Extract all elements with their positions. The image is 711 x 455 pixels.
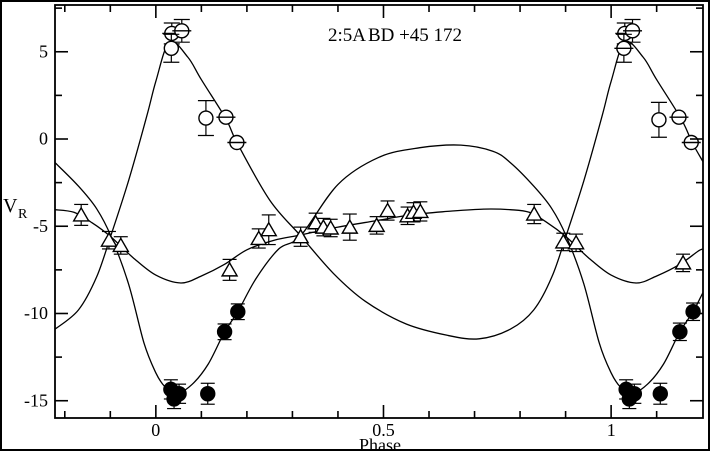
data-point-filled-circle <box>216 323 233 341</box>
series-primary-component <box>162 18 701 151</box>
y-tick-label-neg5: -5 <box>33 216 48 236</box>
filled-circle-marker <box>652 386 668 402</box>
curve-secondary-fit <box>55 144 703 395</box>
filled-circle-marker <box>626 386 643 402</box>
x-tick-label-1: 1 <box>607 420 616 440</box>
axes-ticks <box>55 5 703 418</box>
plot-frame <box>54 4 704 419</box>
filled-circle-marker <box>685 304 701 320</box>
open-circle-marker <box>198 110 214 126</box>
data-point-open-triangle <box>260 214 278 246</box>
series-secondary-component <box>163 302 701 410</box>
open-triangle-marker <box>367 216 386 233</box>
open-triangle-marker <box>291 228 310 244</box>
data-points <box>72 18 701 410</box>
open-circle-marker <box>163 40 180 56</box>
x-tick-label-05: 0.5 <box>372 420 395 440</box>
chart-title-system: 2:5A <box>328 25 366 46</box>
open-triangle-marker <box>112 237 130 253</box>
open-circle-marker <box>651 112 667 128</box>
curve-tertiary-fit <box>55 208 703 284</box>
data-point-filled-circle <box>672 322 688 342</box>
series-tertiary-component <box>72 200 692 281</box>
filled-circle-marker <box>200 386 216 402</box>
data-point-open-triangle <box>404 202 423 223</box>
filled-circle-marker <box>672 324 688 340</box>
open-triangle-marker <box>567 234 585 250</box>
data-point-open-triangle <box>554 232 573 252</box>
open-triangle-marker <box>260 221 278 237</box>
y-axis-label-subscript: R <box>18 207 28 222</box>
data-point-open-triangle <box>250 228 268 249</box>
data-point-open-triangle <box>378 200 397 221</box>
open-triangle-marker <box>674 254 692 270</box>
data-point-filled-circle <box>200 382 216 405</box>
data-point-filled-circle <box>626 383 643 404</box>
open-triangle-marker <box>554 233 573 249</box>
data-point-open-triangle <box>567 233 585 253</box>
data-point-open-triangle <box>367 216 386 235</box>
data-point-open-triangle <box>291 226 310 247</box>
data-point-open-circle <box>163 33 180 63</box>
open-triangle-marker <box>306 214 325 230</box>
open-triangle-marker <box>321 219 340 235</box>
open-triangle-marker <box>220 261 239 277</box>
filled-circle-marker <box>216 324 233 340</box>
data-point-open-circle <box>669 109 689 125</box>
y-axis-label: V <box>3 195 18 217</box>
y-tick-label-5: 5 <box>39 42 48 62</box>
data-point-open-triangle <box>674 253 692 273</box>
fitted-curves <box>55 40 703 395</box>
filled-circle-marker <box>171 386 187 402</box>
y-tick-label-0: 0 <box>39 129 48 149</box>
x-tick-label-0: 0 <box>151 420 160 440</box>
open-triangle-marker <box>250 230 268 246</box>
data-point-filled-circle <box>652 382 668 405</box>
data-point-filled-circle <box>171 383 187 404</box>
open-triangle-marker <box>525 205 543 221</box>
data-point-open-circle <box>650 101 667 138</box>
data-point-open-circle <box>681 134 701 151</box>
data-point-open-triangle <box>72 203 90 226</box>
y-tick-label-neg15: -15 <box>24 391 48 411</box>
data-point-filled-circle <box>230 303 246 321</box>
data-point-open-circle <box>227 134 247 151</box>
data-point-filled-circle <box>685 302 701 322</box>
data-point-open-circle <box>614 33 634 63</box>
data-point-open-triangle <box>341 213 359 241</box>
open-triangle-marker <box>100 231 118 247</box>
chart-title-star: BD +45 172 <box>368 25 462 46</box>
open-triangle-marker <box>411 203 430 219</box>
filled-circle-marker <box>230 304 246 320</box>
data-point-open-triangle <box>525 203 543 225</box>
curve-primary-fit <box>55 40 703 340</box>
open-triangle-marker <box>378 202 397 218</box>
data-point-open-triangle <box>411 201 430 222</box>
open-triangle-marker <box>72 206 90 222</box>
data-point-open-triangle <box>321 218 340 238</box>
data-point-open-circle <box>197 100 214 137</box>
data-point-open-triangle <box>112 236 130 255</box>
y-tick-label-neg10: -10 <box>24 303 48 323</box>
data-point-open-triangle <box>220 258 239 281</box>
data-point-open-circle <box>216 109 236 125</box>
data-point-open-triangle <box>100 230 118 250</box>
open-triangle-marker <box>341 218 359 234</box>
